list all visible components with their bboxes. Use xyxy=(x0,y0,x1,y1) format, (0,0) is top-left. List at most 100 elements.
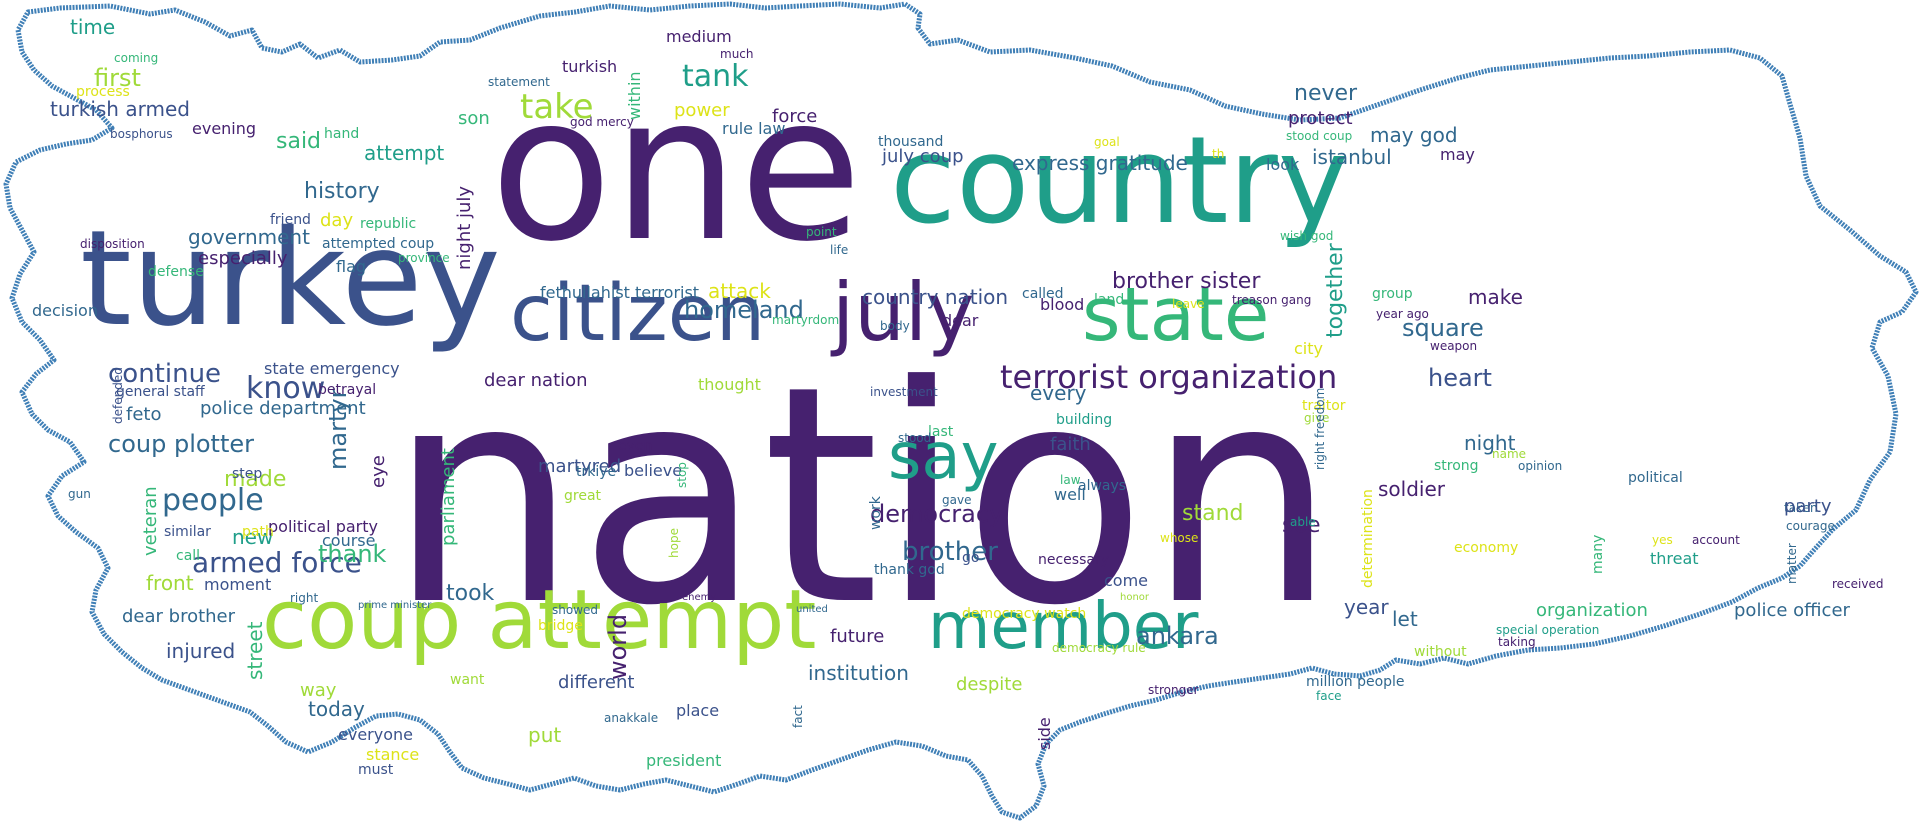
word-street: street xyxy=(243,621,267,680)
word-strong: strong xyxy=(1434,458,1479,474)
word-fact: fact xyxy=(791,705,805,728)
word-eye: eye xyxy=(368,455,389,488)
word-province: province xyxy=(398,251,450,265)
word-let: let xyxy=(1392,607,1418,631)
word-th: th xyxy=(1212,147,1224,161)
word-leave: leave xyxy=(1172,297,1205,311)
word-world: world xyxy=(604,614,632,680)
word-state-emergency: state emergency xyxy=(264,359,400,378)
word-bosphorus: bosphorus xyxy=(110,127,173,141)
word-future: future xyxy=(830,626,884,647)
word-last: last xyxy=(928,424,954,440)
word-express-gratitude: express gratitude xyxy=(1012,151,1188,175)
word-stood: stood xyxy=(898,431,931,445)
word-honor: honor xyxy=(1120,592,1150,603)
word-whose: whose xyxy=(1160,531,1198,545)
word-state: state xyxy=(1082,272,1269,358)
word-democracy-watch: democracy watch xyxy=(962,606,1086,622)
word-different: different xyxy=(558,672,634,693)
word-may-god: may god xyxy=(1370,123,1458,147)
word-heart: heart xyxy=(1428,364,1492,392)
word-said: said xyxy=(276,129,321,154)
word-defended: defended xyxy=(111,367,125,424)
word-institution: institution xyxy=(808,661,909,685)
word-flag: flag xyxy=(336,257,366,276)
word-tank: tank xyxy=(682,59,749,94)
word-work: work xyxy=(868,495,884,530)
word-able: able xyxy=(1290,515,1316,529)
word-together: together xyxy=(1323,242,1348,338)
word-opinion: opinion xyxy=(1518,459,1562,473)
word-come: come xyxy=(1104,571,1148,590)
word-statement: statement xyxy=(488,75,550,89)
word-building: building xyxy=(1056,412,1112,428)
word-democracy-rule: democracy rule xyxy=(1052,641,1146,655)
word-attempted-coup: attempted coup xyxy=(322,236,434,252)
word-economy: economy xyxy=(1454,540,1518,556)
word-life: life xyxy=(830,243,848,257)
word-give: give xyxy=(1304,411,1329,425)
word-great: great xyxy=(564,488,602,504)
word-yes: yes xyxy=(1652,533,1673,547)
word-always: always xyxy=(1078,478,1126,494)
word-point: point xyxy=(806,225,837,239)
word-hope: hope xyxy=(667,528,681,558)
word-organization: organization xyxy=(1536,600,1648,621)
word-brother: brother xyxy=(902,537,998,567)
word-courage: courage xyxy=(1786,519,1835,533)
word-july-coup: july coup xyxy=(881,146,964,167)
word-dear-nation: dear nation xyxy=(484,370,588,391)
word-night: night xyxy=(1464,431,1516,455)
word-country: country xyxy=(890,112,1349,251)
word-wish-god: wish god xyxy=(1280,229,1333,243)
word-moment: moment xyxy=(204,575,271,594)
word-way: way xyxy=(300,680,337,701)
word-may: may xyxy=(1440,145,1475,164)
word-power: power xyxy=(674,100,730,121)
word-everyone: everyone xyxy=(338,725,413,744)
word-turkish-armed: turkish armed xyxy=(50,97,190,121)
word-democracy: democracy xyxy=(870,500,1003,528)
word-process: process xyxy=(76,84,130,100)
word-homeland: homeland xyxy=(684,296,804,324)
word-thank: thank xyxy=(318,540,387,568)
word-ankara: ankara xyxy=(1136,622,1219,650)
word-god-mercy: god mercy xyxy=(570,115,634,129)
word-see: see xyxy=(1282,513,1321,538)
word-force: force xyxy=(772,106,817,127)
word-government: government xyxy=(188,225,310,249)
word-threat: threat xyxy=(1650,549,1699,568)
word-square: square xyxy=(1402,314,1484,342)
word-course: course xyxy=(322,531,375,550)
word-friend: friend xyxy=(270,212,311,228)
word-say: say xyxy=(888,420,998,494)
word-stand: stand xyxy=(1182,501,1243,526)
word-feto: feto xyxy=(126,404,161,425)
word-must: must xyxy=(358,762,394,778)
word-determination: determination xyxy=(1360,489,1376,588)
word-many: many xyxy=(1590,535,1606,574)
word-make: make xyxy=(1468,285,1523,309)
word-layer: nation one country turkey citizen july state co… xyxy=(32,15,1883,778)
word-year-ago: year ago xyxy=(1376,307,1429,321)
word-thousand: thousand xyxy=(878,134,943,150)
word-political: political xyxy=(1628,470,1683,486)
word-call: call xyxy=(176,548,200,564)
word-never: never xyxy=(1294,81,1358,106)
word-nation: nation xyxy=(388,322,1337,671)
word-account: account xyxy=(1692,533,1740,547)
word-thought: thought xyxy=(698,375,761,394)
word-took: took xyxy=(446,581,495,606)
word-disposition: disposition xyxy=(80,237,145,251)
word-betrayal: betrayal xyxy=(318,382,376,398)
word-istanbul: istanbul xyxy=(1312,145,1392,169)
word-political-party: political party xyxy=(268,517,378,536)
word-front: front xyxy=(146,571,194,595)
word-stood-coup: stood coup xyxy=(1286,129,1352,143)
word-group: group xyxy=(1372,286,1413,302)
word-terrorist-organization: terrorist organization xyxy=(1000,358,1337,396)
word-republic: republic xyxy=(360,216,416,232)
word-parliament: parliament xyxy=(438,448,459,546)
word-night-july: night july xyxy=(454,186,475,270)
